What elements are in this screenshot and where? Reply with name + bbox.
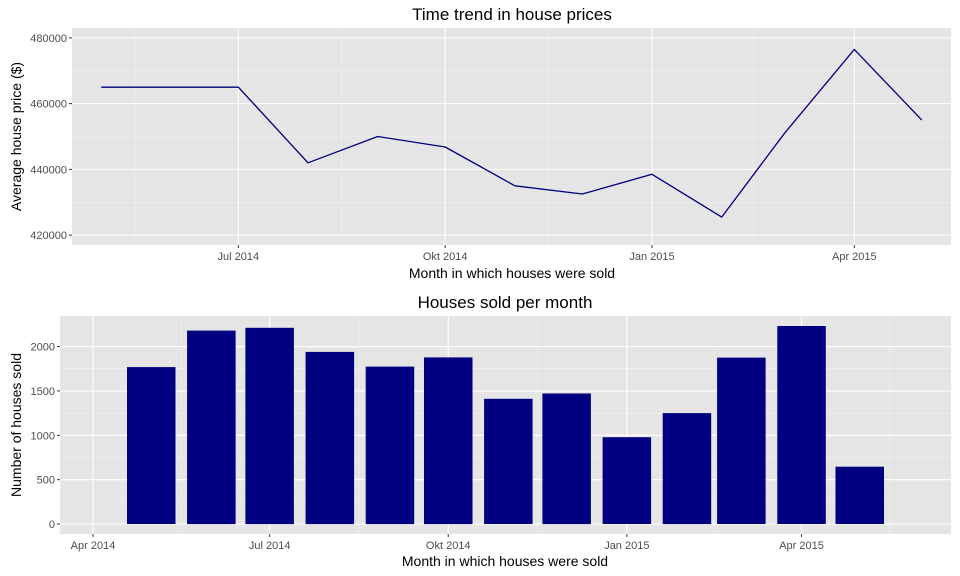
- x-tick-label: Apr 2015: [779, 540, 824, 552]
- bar: [365, 366, 415, 525]
- sold-chart-layer: 0 500 1000 1500 2000 Apr 2014 Jul 2014 Okt 2014…: [31, 316, 951, 552]
- bar: [542, 393, 591, 525]
- sold-chart-ylabel: Number of houses sold: [8, 353, 24, 497]
- houses-sold-chart: Houses sold per month 0 500 1000 1500 2000 Ap…: [8, 293, 951, 569]
- price-chart-title: Time trend in house prices: [412, 5, 612, 24]
- bar: [602, 437, 652, 524]
- bar: [717, 357, 766, 524]
- x-tick-label: Jan 2015: [629, 251, 674, 263]
- x-tick-label: Jul 2014: [218, 251, 260, 263]
- bar: [305, 351, 355, 525]
- y-tick-label: 460000: [30, 99, 67, 111]
- x-tick-label: Jan 2015: [604, 540, 649, 552]
- price-chart-layer: 420000 440000 460000 480000 Jul 2014 Okt 2014…: [30, 28, 951, 263]
- bar: [187, 330, 236, 525]
- bar: [424, 357, 473, 525]
- bar: [835, 466, 884, 524]
- x-tick-label: Okt 2014: [426, 540, 471, 552]
- x-tick-label: Apr 2015: [832, 251, 877, 263]
- bar: [127, 367, 176, 524]
- x-tick-label: Okt 2014: [423, 251, 468, 263]
- y-tick-label: 1000: [31, 430, 55, 442]
- sold-chart-title: Houses sold per month: [418, 293, 593, 312]
- price-chart-xlabel: Month in which houses were sold: [409, 265, 615, 281]
- y-tick-label: 1500: [31, 386, 55, 398]
- y-tick-label: 420000: [30, 230, 67, 242]
- bar: [662, 413, 712, 525]
- x-tick-label: Jul 2014: [249, 540, 291, 552]
- bar: [777, 326, 826, 524]
- bar: [245, 327, 294, 525]
- y-tick-label: 0: [49, 519, 55, 531]
- bar: [484, 398, 533, 524]
- x-tick-label: Apr 2014: [71, 540, 116, 552]
- price-trend-chart: Time trend in house prices 4200004400004…: [8, 5, 951, 281]
- price-chart-ylabel: Average house price ($): [8, 62, 24, 211]
- sold-chart-xlabel: Month in which houses were sold: [402, 553, 608, 569]
- y-tick-label: 480000: [30, 33, 67, 45]
- price-series-line: [101, 48, 923, 218]
- y-tick-label: 2000: [31, 342, 55, 354]
- y-tick-label: 440000: [30, 164, 67, 176]
- y-tick-label: 500: [37, 475, 55, 487]
